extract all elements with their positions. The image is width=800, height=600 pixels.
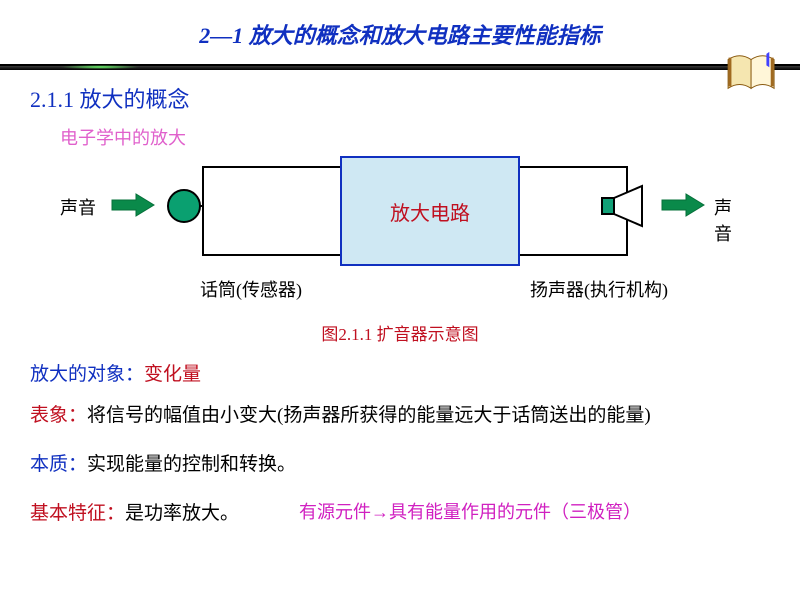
speaker-icon [598,184,654,228]
page-title: 2—1 放大的概念和放大电路主要性能指标 [0,0,800,50]
figure-caption: 图2.1.1 扩音器示意图 [30,320,770,345]
label: 基本特征： [30,503,125,524]
mic-caption: 话筒(传感器) [200,276,302,302]
label: 放大的对象： [30,364,144,385]
label: 表象： [30,405,87,426]
divider [0,64,800,70]
body-line-appearance: 表象：将信号的幅值由小变大(扬声器所获得的能量远大于话筒送出的能量) [30,400,770,427]
section-heading: 2.1.1 放大的概念 [30,82,770,114]
amplifier-diagram: 声音 放大电路 声音 [160,156,720,316]
body-line-feature: 基本特征：是功率放大。 有源元件→具有能量作用的元件（三极管） [30,498,770,525]
wire [202,254,340,256]
wire [520,166,628,168]
value: 变化量 [144,364,201,385]
microphone-icon [166,186,206,226]
active-component-note: 有源元件→具有能量作用的元件（三极管） [299,498,641,525]
divider-glow [60,65,140,69]
wire [202,166,340,168]
label: 本质： [30,454,87,475]
body-line-object: 放大的对象：变化量 [30,359,770,386]
wire [520,254,628,256]
diagram-right-label: 声音 [714,194,732,246]
value: 将信号的幅值由小变大(扬声器所获得的能量远大于话筒送出的能量) [87,405,651,426]
body-line-essence: 本质：实现能量的控制和转换。 [30,449,770,476]
book-icon [724,50,782,96]
subheading: 电子学中的放大 [60,124,770,150]
arrow-out-icon [660,192,706,218]
value: 是功率放大。 [125,503,239,524]
arrow-in-icon [110,192,156,218]
speaker-caption: 扬声器(执行机构) [530,276,668,302]
value: 实现能量的控制和转换。 [87,454,296,475]
wire [202,206,204,256]
wire [202,166,204,206]
amplifier-box: 放大电路 [340,156,520,266]
amplifier-box-label: 放大电路 [390,197,470,226]
diagram-left-label: 声音 [60,194,96,220]
